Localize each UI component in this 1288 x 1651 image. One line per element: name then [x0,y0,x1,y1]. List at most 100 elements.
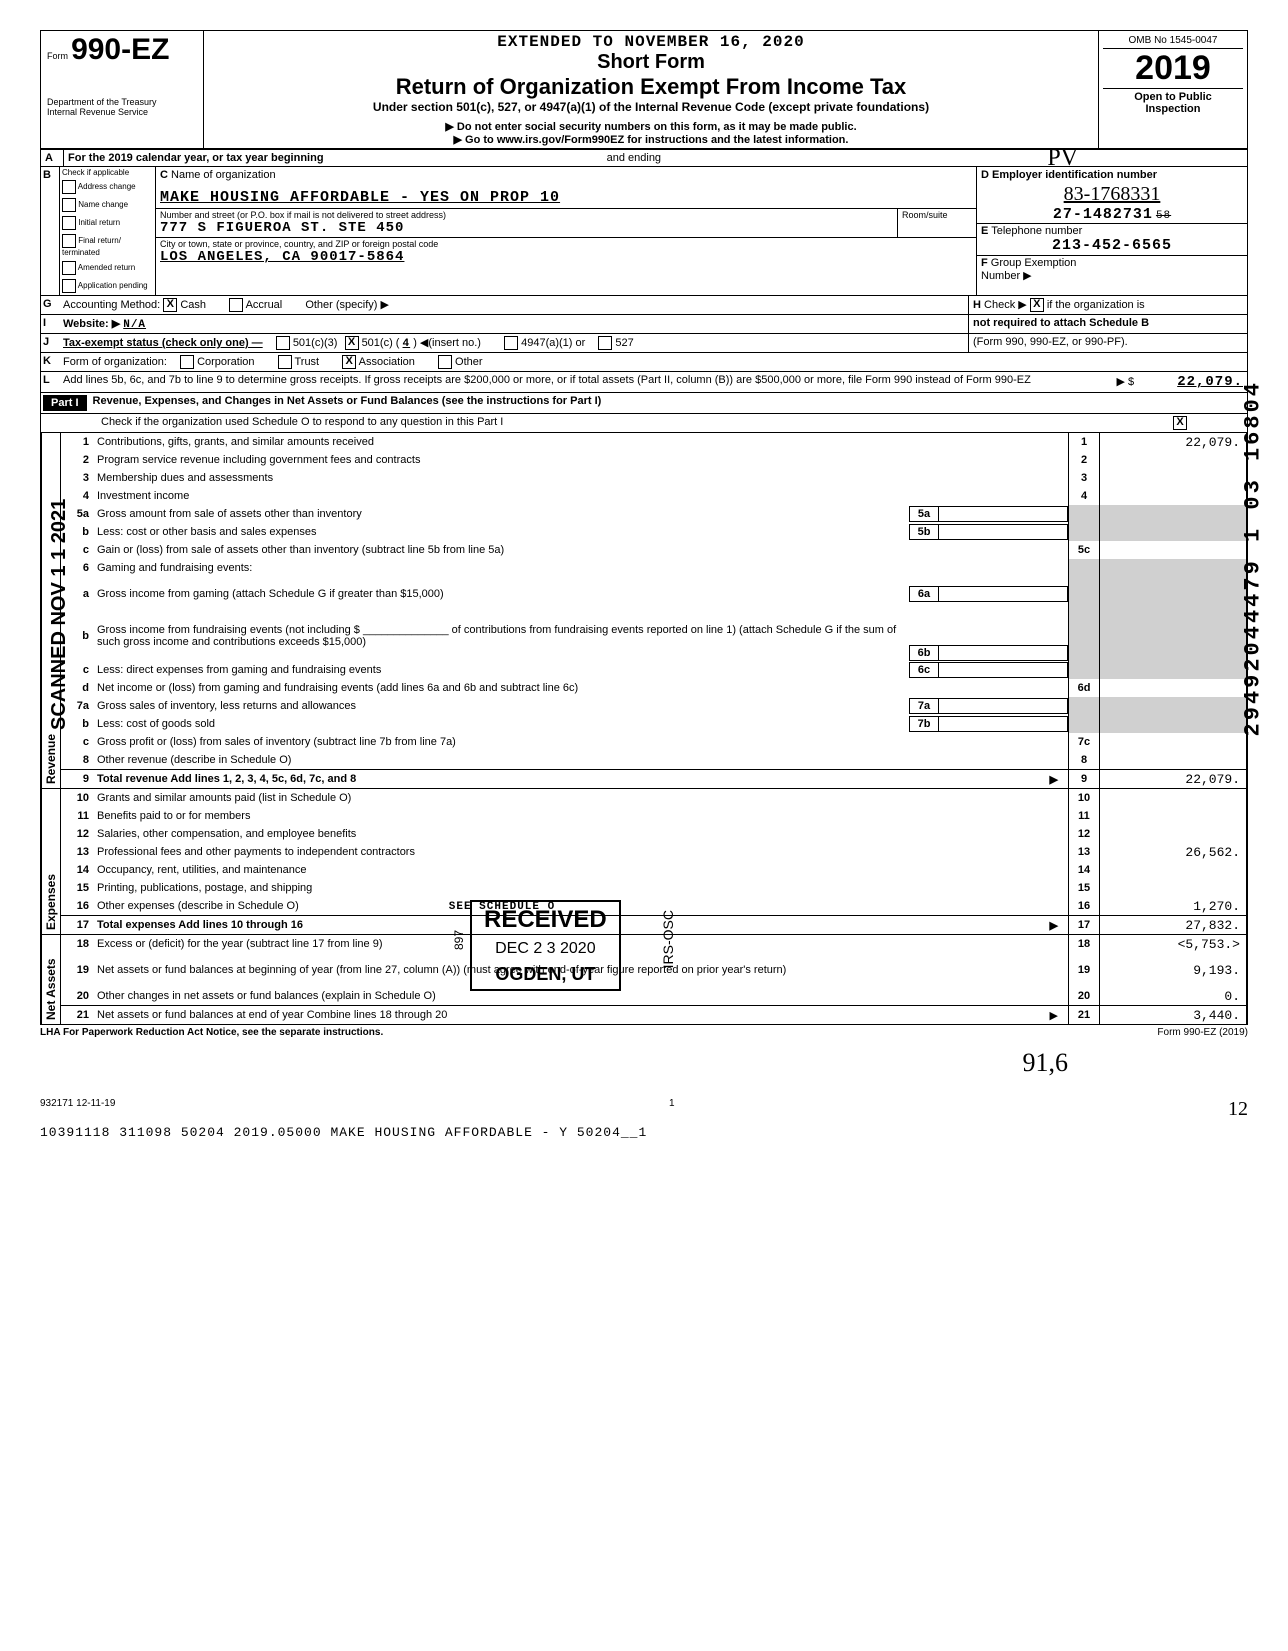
l18-num: 18 [61,938,97,950]
corp-label: Corporation [197,356,254,368]
initial-return-checkbox[interactable] [62,216,76,230]
l7c-num: c [61,736,97,748]
501c-num: 4 [403,338,411,350]
form-label: Form [47,51,68,61]
box-d-prefix: D [981,169,989,181]
line-h-text: if the organization is [1047,299,1145,311]
l19-num: 19 [61,964,97,976]
pending-label: Application pending [78,281,148,290]
l13-val: 26,562. [1100,843,1246,861]
revenue-sidelabel: Revenue [41,433,60,788]
footer-code: 932171 12-11-19 [40,1098,115,1121]
l11-label: Benefits paid to or for members [97,810,1068,822]
l12-val [1100,825,1246,843]
final-return-checkbox[interactable] [62,234,76,248]
footer-page: 1 [669,1098,675,1121]
501c-checkbox[interactable]: X [345,336,359,350]
l14-num: 14 [61,864,97,876]
l7b-label: Less: cost of goods sold [97,718,905,730]
website-label: Website: ▶ [63,318,120,330]
l1-label: Contributions, gifts, grants, and simila… [97,436,1068,448]
pending-checkbox[interactable] [62,279,76,293]
received-date: DEC 2 3 2020 [484,940,607,958]
addr-change-label: Address change [78,182,136,191]
l13-num: 13 [61,846,97,858]
box-f-label2: Number ▶ [981,269,1243,282]
l4-label: Investment income [97,490,1068,502]
footer-bottom: 10391118 311098 50204 2019.05000 MAKE HO… [40,1125,1248,1140]
box-e-prefix: E [981,225,988,237]
l7b-sub: 7b [910,717,939,731]
received-stamp: RECEIVED [484,906,607,934]
l16-label: Other expenses (describe in Schedule O) [97,900,299,912]
open-public: Open to Public [1103,91,1243,103]
527-checkbox[interactable] [598,336,612,350]
line-a-prefix: A [41,150,64,166]
line-h-prefix: H [973,299,981,311]
l7a-sub: 7a [910,699,939,713]
l2-cell: 2 [1068,451,1100,469]
l4-cell: 4 [1068,487,1100,505]
box-c-prefix: C [160,169,168,181]
cash-checkbox[interactable]: X [163,298,177,312]
l13-cell: 13 [1068,843,1100,861]
l5c-cell: 5c [1068,541,1100,559]
l12-label: Salaries, other compensation, and employ… [97,828,1068,840]
note-url: ▶ Go to www.irs.gov/Form990EZ for instru… [212,133,1090,146]
l6a-sub: 6a [910,587,939,601]
ein-handwritten: 83-1768331 [977,183,1247,206]
assoc-checkbox[interactable]: X [342,355,356,369]
l17-cell: 17 [1068,916,1100,934]
line-a-label: For the 2019 calendar year, or tax year … [68,152,324,164]
name-change-checkbox[interactable] [62,198,76,212]
ein: 27-1482731 [1053,206,1153,223]
l10-cell: 10 [1068,789,1100,807]
l8-val [1100,751,1246,769]
l18-cell: 18 [1068,935,1100,953]
addr-change-checkbox[interactable] [62,180,76,194]
l11-num: 11 [61,810,97,822]
accrual-checkbox[interactable] [229,298,243,312]
l3-cell: 3 [1068,469,1100,487]
l6c-label: Less: direct expenses from gaming and fu… [97,664,905,676]
l5c-val [1100,541,1246,559]
tax-exempt-label: Tax-exempt status (check only one) — [63,337,263,349]
l14-label: Occupancy, rent, utilities, and maintena… [97,864,1068,876]
other-org-checkbox[interactable] [438,355,452,369]
527-label: 527 [615,337,633,349]
line-i-prefix: I [41,315,59,333]
dept-label: Department of the Treasury [47,97,197,107]
city: LOS ANGELES, CA 90017-5864 [160,249,972,265]
l8-cell: 8 [1068,751,1100,769]
note-ssn: ▶ Do not enter social security numbers o… [212,120,1090,133]
l9-val: 22,079. [1100,770,1246,788]
inspection: Inspection [1103,103,1243,115]
l3-label: Membership dues and assessments [97,472,1068,484]
line-g-label: Accounting Method: [63,299,160,311]
amended-label: Amended return [78,263,135,272]
amended-checkbox[interactable] [62,261,76,275]
part1-checkbox[interactable]: X [1173,416,1187,430]
corp-checkbox[interactable] [180,355,194,369]
line-a-and: and ending [607,152,661,164]
insert-no-label: ) ◀(insert no.) [413,337,481,349]
box-f-label: Group Exemption [991,257,1077,269]
page-hand: 12 [1228,1098,1248,1121]
irs-label: Internal Revenue Service [47,107,197,117]
extended-text: EXTENDED TO NOVEMBER 16, 2020 [212,33,1090,51]
l20-label: Other changes in net assets or fund bala… [97,990,1068,1002]
line-j-prefix: J [41,334,59,352]
box-e-label: Telephone number [991,225,1082,237]
sched-b-checkbox[interactable]: X [1030,298,1044,312]
l21-cell: 21 [1068,1006,1100,1024]
trust-label: Trust [294,356,319,368]
l16-num: 16 [61,900,97,912]
4947-checkbox[interactable] [504,336,518,350]
l6d-label: Net income or (loss) from gaming and fun… [97,682,1068,694]
501c3-checkbox[interactable] [276,336,290,350]
trust-checkbox[interactable] [278,355,292,369]
l4-val [1100,487,1246,505]
hand-num: 91,6 [40,1048,1068,1078]
ein-strike: 58 [1156,210,1171,222]
l3-num: 3 [61,472,97,484]
